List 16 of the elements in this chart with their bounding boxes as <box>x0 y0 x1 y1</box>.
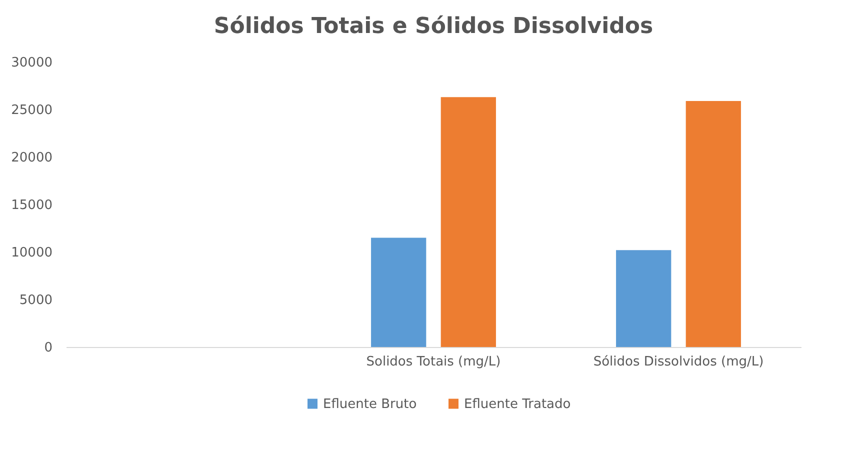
y-tick-label: 25000 <box>11 103 52 118</box>
y-tick-label: 15000 <box>11 198 52 213</box>
bar <box>686 100 741 347</box>
y-tick-label: 10000 <box>11 246 52 260</box>
bar <box>616 250 672 347</box>
chart-title: Sólidos Totais e Sólidos Dissolvidos <box>214 14 654 39</box>
y-tick-label: 0 <box>44 340 52 356</box>
bar <box>440 97 496 347</box>
legend-label: Efluente Tratado <box>464 396 571 412</box>
y-tick-label: 20000 <box>11 150 52 166</box>
x-tick-label: Solidos Totais (mg/L) <box>366 354 501 370</box>
bar <box>371 238 426 347</box>
x-tick-label: Sólidos Dissolvidos (mg/L) <box>593 354 764 370</box>
y-tick-label: 5000 <box>19 293 52 308</box>
legend-label: Efluente Bruto <box>323 396 417 412</box>
y-tick-label: 30000 <box>11 56 52 70</box>
